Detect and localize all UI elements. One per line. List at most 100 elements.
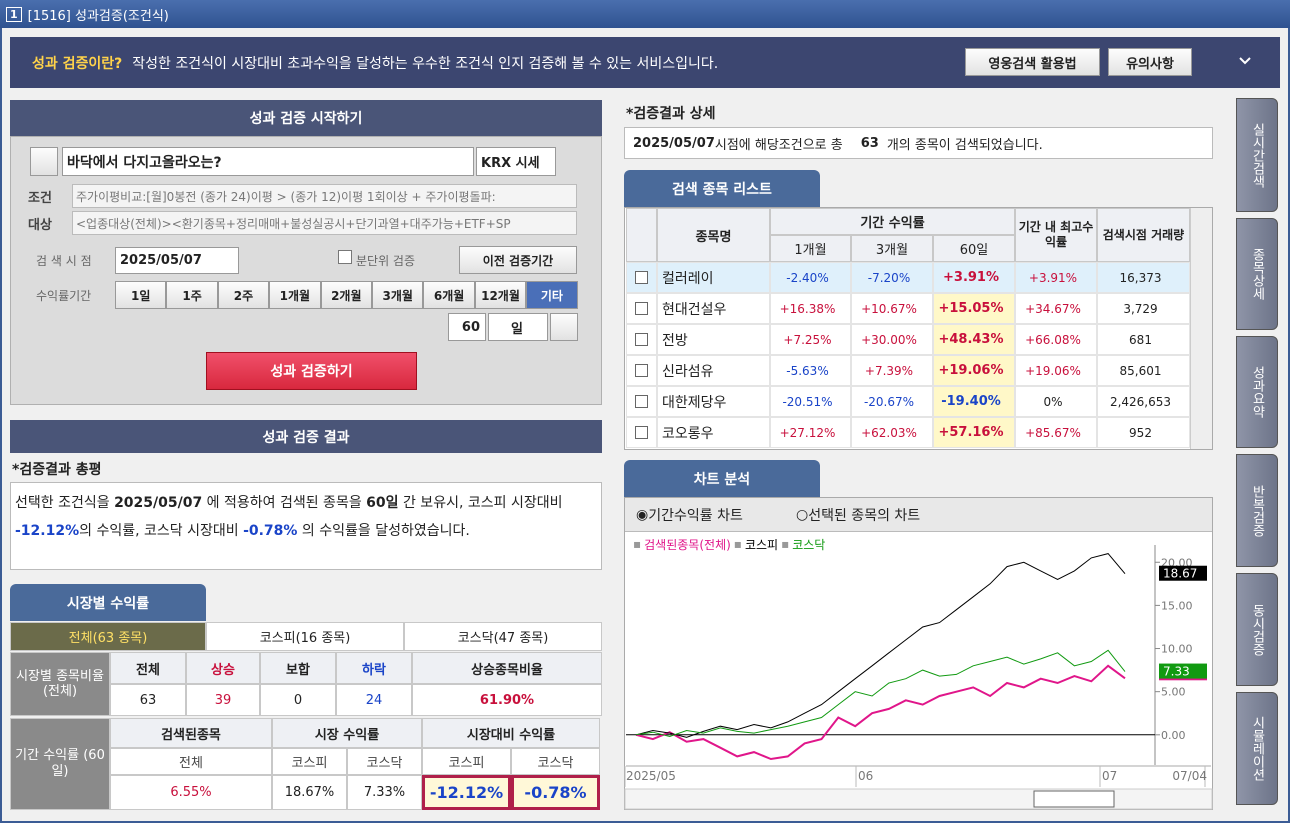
header-check xyxy=(626,208,657,262)
period-button[interactable]: 1개월 xyxy=(269,281,321,309)
stock-cell: +19.06% xyxy=(933,355,1015,386)
condition-icon[interactable] xyxy=(30,147,58,176)
banner-label: 성과 검증이란? xyxy=(32,55,123,72)
checkbox[interactable] xyxy=(635,395,648,408)
row-check xyxy=(626,262,657,293)
notice-button[interactable]: 유의사항 xyxy=(1108,48,1192,76)
market-select[interactable]: KRX 시세 xyxy=(476,147,556,176)
checkbox[interactable] xyxy=(635,333,648,346)
stock-list-tab[interactable]: 검색 종목 리스트 xyxy=(624,170,820,207)
cond-label: 조건 xyxy=(28,190,52,206)
period-button[interactable]: 3개월 xyxy=(372,281,424,309)
minute-checkbox[interactable] xyxy=(338,250,352,264)
period-value: 18.67% xyxy=(272,775,347,810)
period-button[interactable]: 6개월 xyxy=(423,281,475,309)
date-input[interactable]: 2025/05/07 xyxy=(115,247,239,274)
period-value: -0.78% xyxy=(511,775,600,810)
ratio-value: 63 xyxy=(110,684,186,716)
row-check xyxy=(626,386,657,417)
detail-text: 63 xyxy=(860,135,879,151)
period-value: -12.12% xyxy=(422,775,511,810)
target-text: <업종대상(전체)><환기종목+정리매매+불성실공시+단기과열+대주가능+ETF… xyxy=(72,211,577,235)
legend-marker: ▪ xyxy=(733,537,742,551)
radio-period[interactable]: ◉ 기간수익률 차트 xyxy=(636,507,743,524)
day-unit[interactable]: 일 xyxy=(488,313,548,341)
checkbox[interactable] xyxy=(635,302,648,315)
row-check xyxy=(626,293,657,324)
run-button[interactable]: 성과 검증하기 xyxy=(206,352,417,390)
stock-cell: 현대건설우 xyxy=(657,293,770,324)
window-title: [1516] 성과검증(조건식) xyxy=(27,8,169,24)
header-m3: 3개월 xyxy=(851,235,933,262)
checkbox[interactable] xyxy=(635,426,648,439)
period-label: 기간 수익률 (60일) xyxy=(10,718,110,810)
market-subtab[interactable]: 전체(63 종목) xyxy=(10,622,206,651)
y-tick-label: 0.00 xyxy=(1161,729,1186,742)
header-name: 종목명 xyxy=(657,208,770,262)
period-button[interactable]: 기타 xyxy=(526,281,578,309)
stock-cell: +3.91% xyxy=(933,262,1015,293)
period-button[interactable]: 1주 xyxy=(166,281,218,309)
legend: ▪ 검색된종목(전체) ▪ 코스피 ▪ 코스닥 xyxy=(630,535,930,553)
summary-text: 의 수익률, 코스닥 시장대비 xyxy=(79,523,244,539)
side-tab[interactable]: 시뮬레이션 xyxy=(1236,692,1278,805)
stock-cell: +16.38% xyxy=(770,293,851,324)
period-button[interactable]: 2개월 xyxy=(320,281,372,309)
stock-cell: +3.91% xyxy=(1015,262,1097,293)
market-tab[interactable]: 시장별 수익률 xyxy=(10,584,206,621)
ratio-value: 24 xyxy=(336,684,412,716)
scroll-buttons xyxy=(1033,790,1115,808)
banner-text: 작성한 조건식이 시장대비 초과수익을 달성하는 우수한 조건식 인지 검증해 … xyxy=(132,55,719,72)
guide-button[interactable]: 영웅검색 활용법 xyxy=(965,48,1100,76)
detail-text: 시점에 해당조건으로 총 xyxy=(714,137,843,153)
start-heading: 성과 검증 시작하기 xyxy=(10,100,602,136)
end-label: 7.33 xyxy=(1163,665,1190,679)
stock-cell: 952 xyxy=(1097,417,1190,448)
x-label: 07 xyxy=(1102,769,1117,783)
side-tab[interactable]: 반복검증 xyxy=(1236,454,1278,567)
ratio-value: 0 xyxy=(260,684,336,716)
summary-text: -0.78% xyxy=(243,523,298,539)
ratio-header: 상승종목비율 xyxy=(412,652,602,684)
radio-stock[interactable]: ○ 선택된 종목의 차트 xyxy=(796,507,921,524)
legend-marker: ▪ xyxy=(633,537,642,551)
market-subtab[interactable]: 코스피(16 종목) xyxy=(206,622,404,651)
stock-cell: +66.08% xyxy=(1015,324,1097,355)
stock-cell: -19.40% xyxy=(933,386,1015,417)
period-button[interactable]: 1일 xyxy=(115,281,167,309)
settings-button[interactable] xyxy=(550,313,578,341)
title-bar: 1 [1516] 성과검증(조건식) xyxy=(0,0,1290,28)
period-button[interactable]: 12개월 xyxy=(474,281,527,309)
side-tab[interactable]: 동시검증 xyxy=(1236,573,1278,686)
series-line xyxy=(635,649,1126,738)
period-group: 시장 수익률 xyxy=(272,718,422,748)
stock-cell: -5.63% xyxy=(770,355,851,386)
x-label: 2025/05 xyxy=(626,769,676,783)
stock-cell: +62.03% xyxy=(851,417,933,448)
collapse-icon[interactable] xyxy=(1238,56,1252,66)
chart-toolbar xyxy=(625,498,1212,532)
stock-cell: 신라섬유 xyxy=(657,355,770,386)
side-tab[interactable]: 종목상세 xyxy=(1236,218,1278,330)
period-button[interactable]: 2주 xyxy=(217,281,270,309)
checkbox[interactable] xyxy=(635,271,648,284)
checkbox[interactable] xyxy=(635,364,648,377)
days-input[interactable]: 60 xyxy=(448,313,486,341)
side-tab[interactable]: 성과요약 xyxy=(1236,336,1278,448)
chart-tab[interactable]: 차트 분석 xyxy=(624,460,820,497)
market-subtab[interactable]: 코스닥(47 종목) xyxy=(404,622,602,651)
condition-name[interactable]: 바닥에서 다지고올라오는? xyxy=(62,147,474,176)
summary-box: 선택한 조건식을 2025/05/07 에 적용하여 검색된 종목을 60일 간… xyxy=(10,482,602,570)
side-tab[interactable]: 실시간검색 xyxy=(1236,98,1278,212)
stock-cell: +15.05% xyxy=(933,293,1015,324)
ratio-label: 시장별 종목비율 (전체) xyxy=(10,652,110,716)
summary-text: 의 수익률을 달성하였습니다. xyxy=(297,523,470,539)
period-sub: 코스피 xyxy=(272,748,347,775)
prev-period-button[interactable]: 이전 검증기간 xyxy=(459,246,577,274)
stock-cell: 85,601 xyxy=(1097,355,1190,386)
stock-cell: 0% xyxy=(1015,386,1097,417)
stock-cell: 대한제당우 xyxy=(657,386,770,417)
stock-cell: 2,426,653 xyxy=(1097,386,1190,417)
ratio-value: 61.90% xyxy=(412,684,602,716)
